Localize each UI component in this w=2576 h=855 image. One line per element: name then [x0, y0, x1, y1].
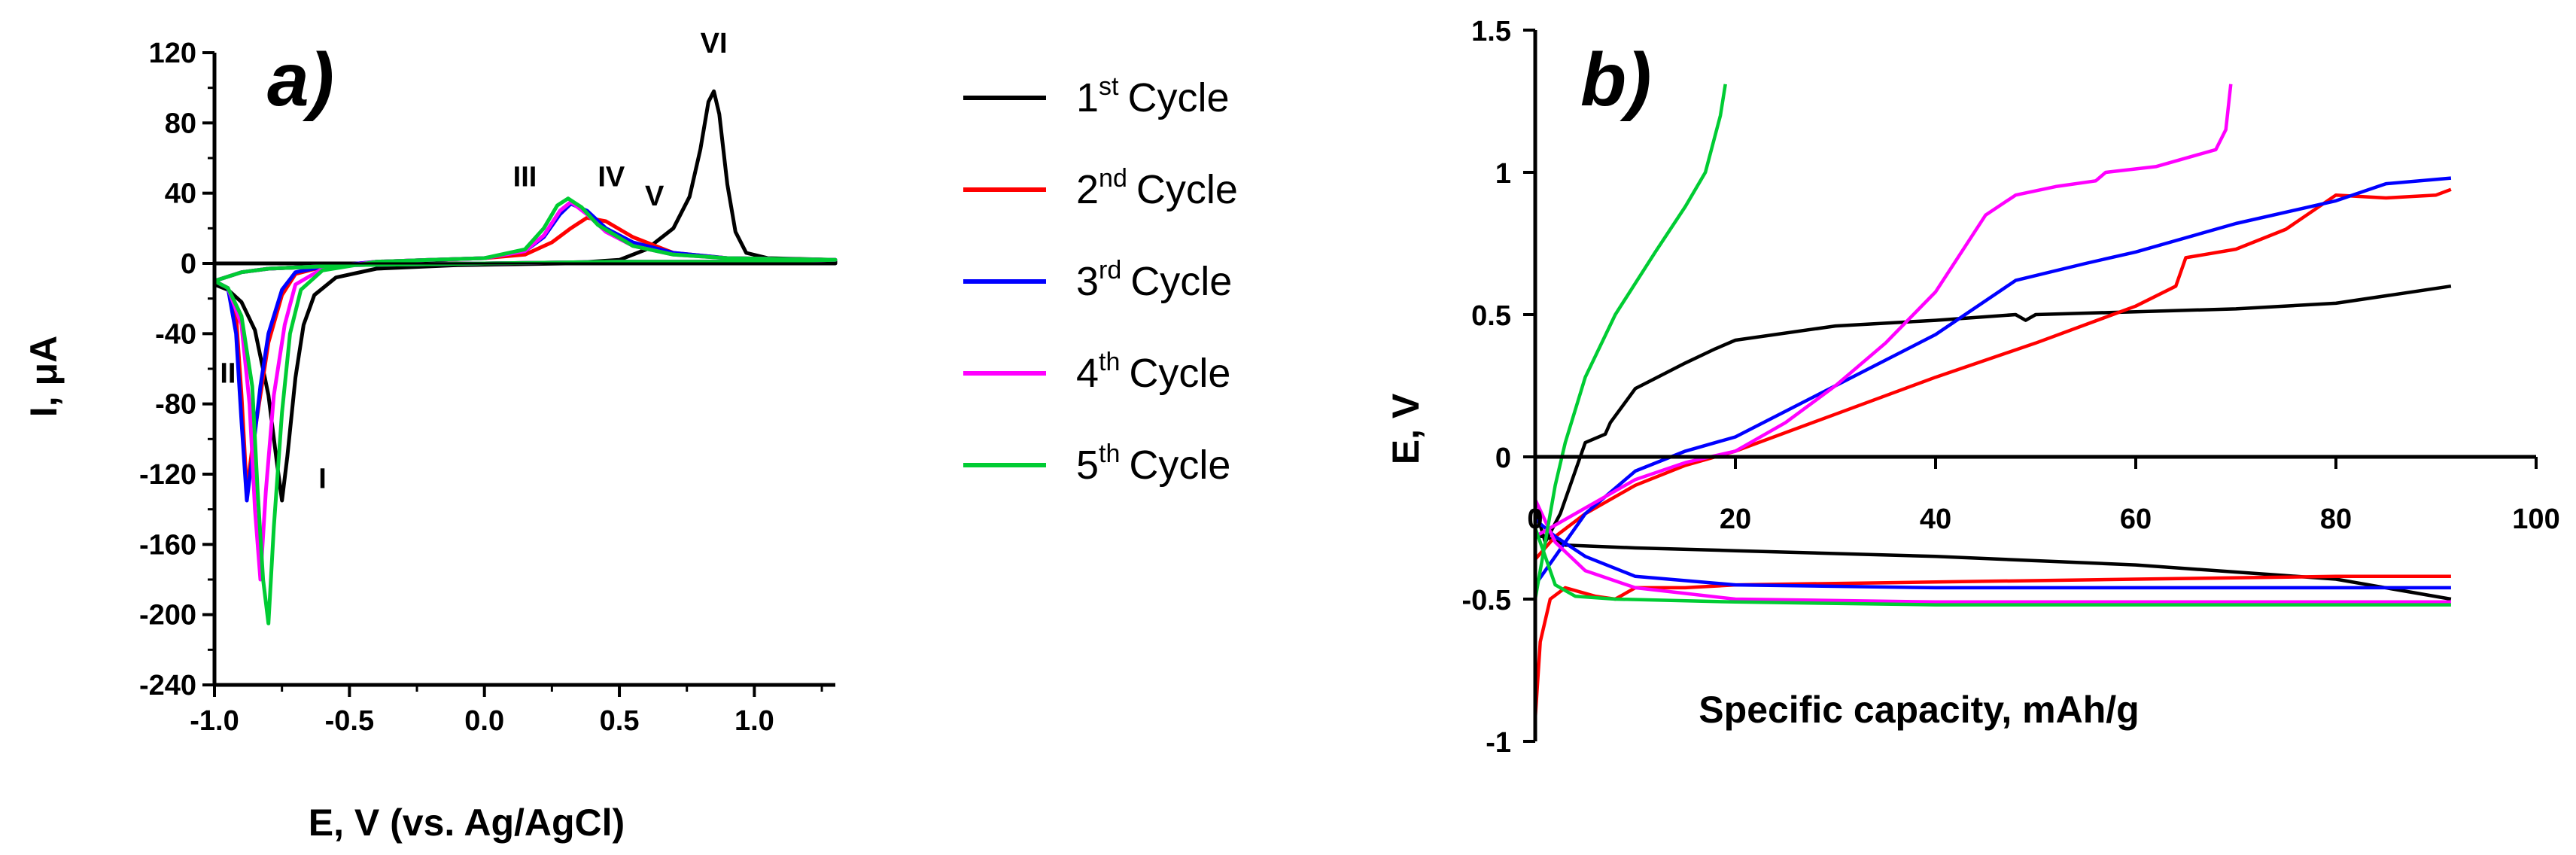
legend-number: 4 — [1076, 351, 1099, 396]
b-charge-cycle-4 — [1534, 84, 2233, 538]
legend-number: 1 — [1076, 75, 1099, 120]
a-y-tick-label: 0 — [181, 248, 196, 280]
b-x-tick-label: 100 — [2512, 504, 2559, 535]
a-annotation: III — [513, 161, 537, 193]
a-y-tick-label: 120 — [149, 38, 196, 69]
legend-ordinal: nd — [1099, 164, 1127, 193]
b-y-axis-label: E, V — [1385, 393, 1427, 464]
b-y-tick-label: 0.5 — [1471, 300, 1511, 332]
b-y-tick-label: -1 — [1486, 727, 1511, 759]
a-annotation: I — [318, 464, 327, 495]
a-annotation: IV — [598, 161, 625, 193]
legend-number: 2 — [1076, 167, 1099, 212]
legend-ordinal: th — [1099, 440, 1120, 468]
panel-a-label: a) — [267, 38, 334, 122]
b-charge-cycle-1 — [1533, 284, 2452, 544]
panel-b-label: b) — [1580, 38, 1651, 122]
a-y-tick-label: -120 — [139, 459, 196, 491]
a-series-cycle-1 — [212, 89, 838, 503]
legend-word: Cycle — [1130, 259, 1232, 304]
a-y-tick-label: -80 — [155, 389, 196, 421]
b-charge-cycle-2 — [1534, 187, 2452, 561]
legend-word: Cycle — [1129, 443, 1230, 488]
b-y-tick-label: 0 — [1495, 443, 1511, 474]
b-x-axis-label: Specific capacity, mAh/g — [1699, 689, 2139, 731]
legend-label-cycle-4: 4th Cycle — [1076, 348, 1230, 396]
legend-label-cycle-2: 2nd Cycle — [1076, 164, 1238, 212]
a-series-cycle-5 — [213, 196, 838, 625]
cv-chart: a) 120 80 40 0 -40 -80 -120 -160 -200 -240 -1.0 -0.… — [23, 28, 838, 844]
legend-label-cycle-1: 1st Cycle — [1076, 72, 1230, 120]
b-x-tick-label: 80 — [2320, 504, 2352, 535]
legend-number: 5 — [1076, 443, 1099, 488]
charge-discharge-chart: b) 1.5 1 0.5 0 -0.5 -1 0 20 40 60 80 100 Specific c… — [1385, 16, 2560, 759]
b-charge-cycle-3 — [1534, 176, 2452, 586]
a-annotation: VI — [701, 28, 728, 59]
legend-number: 3 — [1076, 259, 1099, 304]
a-annotation: V — [645, 181, 665, 212]
b-discharge-cycle-1 — [1535, 534, 2452, 601]
legend-ordinal: st — [1099, 72, 1119, 101]
a-x-tick-label: 0.0 — [464, 705, 504, 737]
legend-word: Cycle — [1129, 351, 1230, 396]
b-discharge-cycle-5 — [1533, 527, 2451, 607]
b-y-tick-label: -0.5 — [1462, 585, 1511, 616]
legend-label-cycle-3: 3rd Cycle — [1076, 256, 1232, 304]
b-x-tick-label: 0 — [1527, 504, 1543, 535]
a-x-tick-label: 1.0 — [734, 705, 774, 737]
a-annotation: II — [220, 358, 236, 390]
a-y-tick-label: -240 — [139, 670, 196, 701]
legend-ordinal: th — [1099, 348, 1120, 376]
a-y-tick-label: 40 — [165, 178, 196, 210]
a-x-tick-label: -1.0 — [190, 705, 239, 737]
a-y-axis-label: I, μA — [23, 336, 65, 417]
b-x-tick-label: 40 — [1920, 504, 1951, 535]
a-y-tick-label: -160 — [139, 529, 196, 561]
a-y-tick-label: -200 — [139, 600, 196, 631]
a-y-tick-label: 80 — [165, 108, 196, 139]
b-x-tick-label: 20 — [1720, 504, 1751, 535]
b-discharge-cycle-4 — [1533, 498, 2451, 604]
b-charge-cycle-5 — [1533, 84, 1727, 600]
a-x-tick-label: -0.5 — [325, 705, 374, 737]
legend-ordinal: rd — [1099, 256, 1121, 284]
b-x-tick-label: 60 — [2120, 504, 2152, 535]
legend-label-cycle-5: 5th Cycle — [1076, 440, 1230, 488]
a-x-tick-label: 0.5 — [600, 705, 640, 737]
a-x-axis-label: E, V (vs. Ag/AgCl) — [309, 802, 625, 844]
legend-word: Cycle — [1128, 75, 1230, 120]
legend-word: Cycle — [1136, 167, 1238, 212]
b-y-tick-label: 1.5 — [1471, 16, 1511, 47]
a-y-tick-label: -40 — [155, 318, 196, 350]
b-y-tick-label: 1 — [1495, 158, 1511, 190]
